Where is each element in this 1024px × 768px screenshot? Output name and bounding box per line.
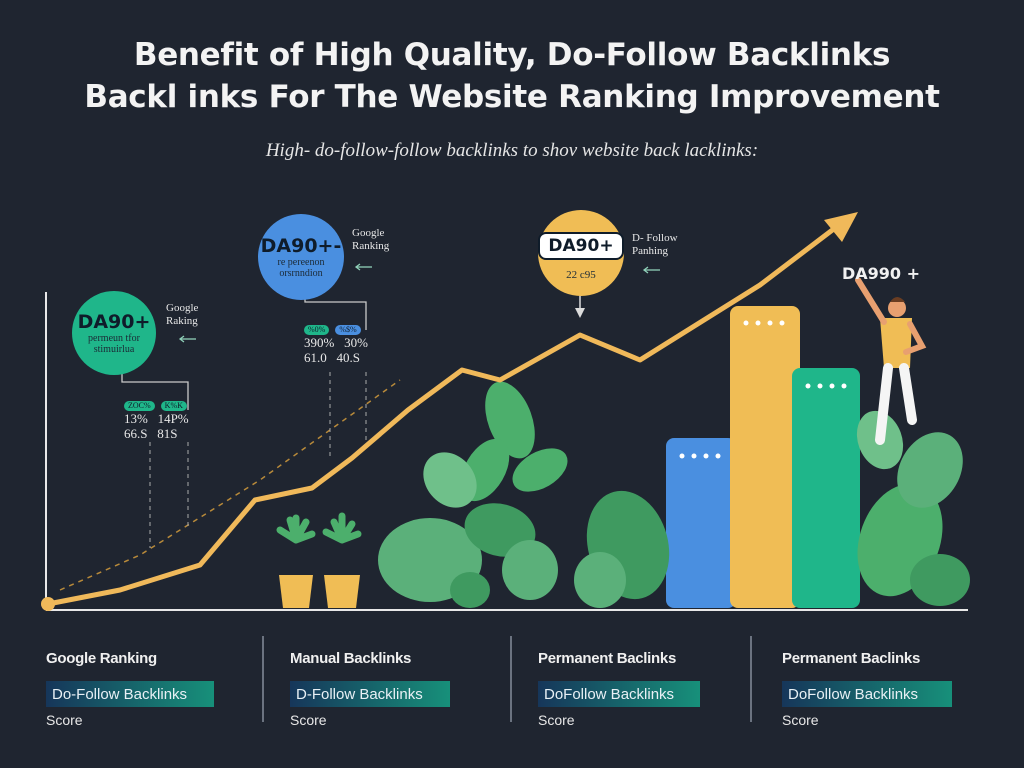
badge-da90-green: DA90+ permeun tfor stimuirlua bbox=[72, 291, 156, 375]
da90-orange-chip: DA90+ bbox=[538, 231, 624, 260]
column-score: Score bbox=[46, 712, 83, 728]
column-bar: Do-Follow Backlinks bbox=[46, 681, 214, 707]
feature-column-google-ranking: Google Ranking Do-Follow Backlinks Score bbox=[46, 650, 214, 728]
stat-pill: ZOC% bbox=[124, 401, 155, 411]
subtitle: High- do-follow-follow backlinks to shov… bbox=[265, 140, 759, 161]
potted-plant-1 bbox=[276, 514, 316, 608]
orange-bar bbox=[730, 306, 800, 608]
feature-column-manual-backlinks: Manual Backlinks D-Follow Backlinks Scor… bbox=[290, 650, 450, 728]
stat-block-1: ZOC% K%K 13% 14P% 66.S 81S bbox=[124, 396, 193, 441]
callout-dfollow-panhing: D- Follow Panhing bbox=[632, 232, 678, 257]
stat-row: 13% 14P% bbox=[124, 411, 189, 426]
blue-bar bbox=[666, 438, 736, 608]
connector-1 bbox=[121, 370, 189, 410]
stat-row: 390% 30% bbox=[304, 335, 368, 350]
leaf-cluster-bars bbox=[574, 410, 970, 608]
divider-1 bbox=[262, 636, 264, 722]
trend-line bbox=[45, 225, 838, 607]
column-score: Score bbox=[538, 712, 575, 728]
column-heading: Manual Backlinks bbox=[290, 650, 412, 667]
title-line-1: Benefit of High Quality, Do-Follow Backl… bbox=[133, 37, 891, 73]
column-heading: Permanent Baclinks bbox=[782, 650, 920, 667]
feature-column-permanent-backlinks-2: Permanent Baclinks DoFollow Backlinks Sc… bbox=[782, 650, 952, 728]
divider-3 bbox=[750, 636, 752, 722]
potted-plant-2 bbox=[322, 512, 362, 608]
page-title: Benefit of High Quality, Do-Follow Backl… bbox=[0, 34, 1024, 118]
column-score: Score bbox=[782, 712, 819, 728]
stat-block-2: %0% %$% 390% 30% 61.0 40.S bbox=[304, 320, 368, 365]
bar-dots bbox=[679, 320, 847, 459]
column-bar: DoFollow Backlinks bbox=[782, 681, 952, 707]
stat-pill: K%K bbox=[160, 401, 187, 411]
callout-google-raking: Google Raking bbox=[166, 302, 199, 327]
callout-arrows bbox=[178, 263, 660, 343]
arrow-down-icon bbox=[575, 308, 585, 318]
column-bar: DoFollow Backlinks bbox=[538, 681, 700, 707]
trend-arrow-head bbox=[824, 212, 858, 242]
stat-row: 66.S 81S bbox=[124, 426, 178, 441]
green-bar bbox=[792, 368, 860, 608]
trend-start-dot bbox=[41, 597, 55, 611]
da-label: DA990 + bbox=[842, 264, 921, 283]
column-heading: Permanent Baclinks bbox=[538, 650, 676, 667]
dashed-trend-guide bbox=[59, 379, 401, 591]
column-heading: Google Ranking bbox=[46, 650, 157, 667]
badge-da90-orange: DA90+ 22 c95 bbox=[538, 210, 624, 296]
stat-pill: %$% bbox=[335, 325, 361, 335]
title-line-2: Backl inks For The Website Ranking Impro… bbox=[84, 79, 940, 115]
stat-row: 61.0 40.S bbox=[304, 350, 360, 365]
feature-column-permanent-backlinks-1: Permanent Baclinks DoFollow Backlinks Sc… bbox=[538, 650, 700, 728]
person-illustration bbox=[855, 277, 927, 445]
leaf-cluster-center bbox=[378, 381, 568, 608]
column-bar: D-Follow Backlinks bbox=[290, 681, 450, 707]
stat-pill: %0% bbox=[304, 325, 330, 335]
callout-google-ranking: Google Ranking bbox=[352, 227, 390, 252]
divider-2 bbox=[510, 636, 512, 722]
badge-da90-blue: DA90+- re pereenon orsrnndion bbox=[258, 214, 344, 300]
column-score: Score bbox=[290, 712, 327, 728]
